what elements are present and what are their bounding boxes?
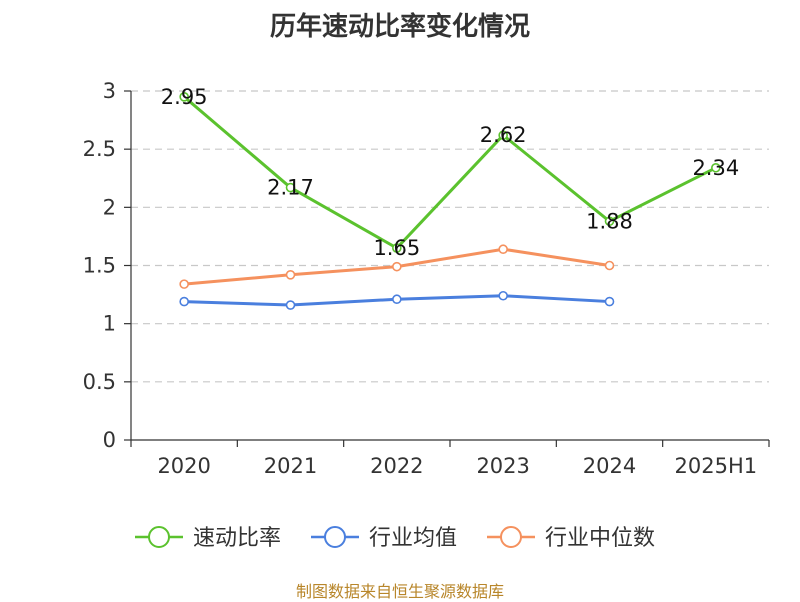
- legend-label: 行业中位数: [545, 526, 655, 551]
- grid-lines: [131, 90, 769, 383]
- data-label: 1.65: [373, 236, 420, 260]
- legend-item: 速动比率: [135, 526, 281, 551]
- x-tick-label: 2020: [157, 454, 210, 478]
- legend-item: 行业均值: [311, 526, 457, 551]
- legend-marker: [324, 526, 346, 548]
- x-tick-label: 2025H1: [675, 454, 758, 478]
- data-label: 2.34: [692, 156, 739, 180]
- data-point: [392, 294, 402, 305]
- legend-item: 行业中位数: [487, 526, 655, 551]
- legend-marker: [500, 526, 522, 548]
- data-label: 2.95: [161, 85, 208, 109]
- y-tick-label: 1.5: [83, 254, 116, 278]
- x-tick-label: 2024: [583, 454, 636, 478]
- data-point: [179, 279, 189, 289]
- data-point: [179, 92, 189, 102]
- data-point: [392, 243, 402, 253]
- axes: 0 0.5 1 1.5 2 2.5 3 2020 2021 2022 2023 2024 2025H1: [83, 79, 770, 478]
- y-tick-label: 3: [103, 79, 116, 103]
- legend-marker: [148, 526, 170, 548]
- x-tick-label: 2021: [264, 454, 317, 478]
- data-point: [498, 290, 508, 301]
- data-point: [285, 300, 296, 310]
- series-line: [183, 95, 717, 250]
- series-lines: [179, 92, 721, 310]
- data-label: 1.88: [586, 209, 633, 233]
- data-point: [604, 296, 615, 307]
- data-point: [285, 270, 296, 280]
- y-tick-label: 0.5: [83, 370, 116, 394]
- y-tick-label: 2: [103, 195, 116, 219]
- y-tick-label: 1: [103, 312, 116, 336]
- chart-title: 历年速动比率变化情况: [269, 12, 530, 42]
- y-tick-label: 2.5: [83, 137, 116, 161]
- source-note: 制图数据来自恒生聚源数据库: [295, 582, 504, 601]
- legend: 速动比率 行业均值 行业中位数: [135, 526, 655, 551]
- data-label: 2.62: [480, 123, 527, 147]
- data-point: [604, 260, 615, 271]
- legend-label: 速动比率: [193, 526, 281, 551]
- data-labels: 2.95 2.17 1.65 2.62 1.88 2.34: [161, 85, 739, 260]
- data-point: [498, 130, 508, 141]
- x-tick-label: 2022: [370, 454, 423, 478]
- data-point: [179, 296, 189, 307]
- data-point: [604, 216, 615, 227]
- data-point: [498, 244, 508, 255]
- x-tick-label: 2023: [476, 454, 529, 478]
- data-point: [392, 261, 402, 272]
- data-label: 2.17: [267, 176, 314, 200]
- data-point: [711, 162, 721, 173]
- y-tick-label: 0: [103, 428, 116, 452]
- data-point: [285, 182, 296, 193]
- legend-label: 行业均值: [369, 526, 457, 551]
